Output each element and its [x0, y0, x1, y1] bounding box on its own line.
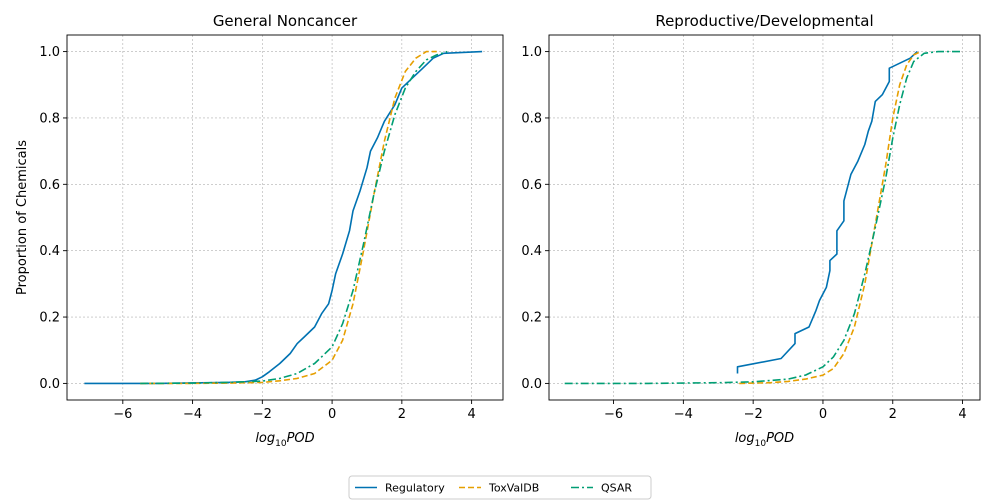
plot-frame	[548, 34, 981, 401]
y-tick-label: 0.6	[521, 178, 542, 193]
y-tick-label: 0.4	[521, 244, 542, 259]
y-tick-label: 1.0	[39, 45, 60, 60]
x-tick-label: 2	[889, 407, 897, 422]
y-axis-label: Proportion of Chemicals	[15, 140, 30, 295]
chart-title: General Noncancer	[213, 12, 358, 30]
series-line-qsar	[564, 50, 963, 385]
y-tick-label: 0.0	[521, 377, 542, 392]
chart-panel-1: −6 −4 −2 0 2 4 0.0 0.2 0.4 0.6 0.8 1.0 General Nonca…	[15, 12, 504, 449]
x-tick-label: 4	[958, 407, 966, 422]
x-tick-label: 4	[467, 407, 475, 422]
x-tick-label: 2	[398, 407, 406, 422]
series-line-qsar	[140, 50, 448, 385]
x-tick-label: −6	[604, 407, 623, 422]
series-line-regulatory	[84, 50, 483, 385]
chart-legend: Regulatory ToxValDB QSAR	[348, 475, 652, 500]
y-tick-label: 0.4	[39, 244, 60, 259]
legend-label-toxvaldb: ToxValDB	[488, 482, 539, 495]
legend-label-qsar: QSAR	[601, 482, 632, 495]
plot-frame	[66, 34, 504, 401]
legend-box	[348, 475, 652, 500]
y-tick-label: 0.2	[39, 311, 60, 326]
x-tick-label: −4	[183, 407, 202, 422]
y-tick-label: 0.2	[521, 311, 542, 326]
x-tick-label: −4	[674, 407, 693, 422]
legend-label-regulatory: Regulatory	[385, 482, 445, 495]
x-tick-label: 0	[328, 407, 336, 422]
series-line-regulatory	[736, 51, 918, 374]
y-tick-label: 0.6	[39, 178, 60, 193]
x-tick-label: 0	[819, 407, 827, 422]
y-tick-label: 0.0	[39, 377, 60, 392]
x-tick-label: −6	[113, 407, 132, 422]
x-tick-label: −2	[744, 407, 763, 422]
y-tick-label: 0.8	[521, 111, 542, 126]
x-axis-label: log10POD	[255, 431, 314, 449]
x-axis-label: log10POD	[735, 431, 794, 449]
chart-panels: −6 −4 −2 0 2 4 0.0 0.2 0.4 0.6 0.8 1.0 General Nonca…	[15, 12, 981, 449]
x-tick-label: −2	[253, 407, 272, 422]
series-line-toxvaldb	[140, 50, 437, 385]
chart-title: Reproductive/Developmental	[655, 12, 873, 30]
series-line-toxvaldb	[739, 50, 922, 385]
chart-panel-2: −6 −4 −2 0 2 4 0.0 0.2 0.4 0.6 0.8 1.0 Reproductive/…	[521, 12, 981, 449]
y-tick-label: 0.8	[39, 111, 60, 126]
y-tick-label: 1.0	[521, 45, 542, 60]
